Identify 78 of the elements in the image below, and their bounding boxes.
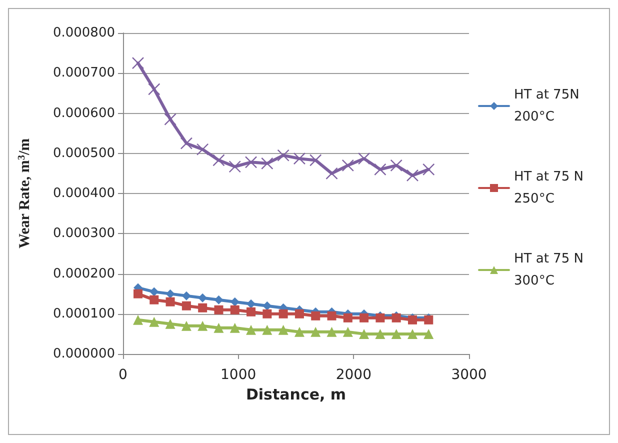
point: [342, 326, 353, 337]
y-tick-label: 0.000700: [52, 66, 115, 81]
point: [198, 293, 208, 302]
point: [230, 305, 240, 314]
point: [262, 301, 272, 310]
point: [278, 309, 288, 318]
point: [246, 307, 256, 316]
x-tick-label: 3000: [451, 367, 487, 383]
y-tick-label: 0.000600: [52, 106, 115, 121]
point: [181, 320, 192, 331]
y-tick-label: 0.000300: [52, 226, 115, 242]
point: [326, 326, 337, 337]
point: [375, 328, 386, 339]
point: [198, 303, 208, 312]
y-tick-label: 0.000100: [52, 306, 115, 322]
point: [391, 328, 402, 339]
point: [214, 295, 224, 304]
point: [262, 309, 272, 318]
legend-label: HT at 75N 200°C: [514, 88, 584, 124]
point: [246, 324, 256, 335]
x-axis-title: Distance, m: [246, 385, 346, 404]
point: [262, 324, 272, 335]
point: [180, 137, 193, 150]
y-tick-label: 0.000000: [52, 346, 115, 362]
point: [164, 113, 176, 126]
x-tick-label: 2000: [336, 367, 372, 383]
point: [165, 318, 176, 329]
point: [342, 159, 354, 172]
point: [326, 167, 338, 180]
point: [390, 159, 402, 172]
point: [230, 297, 240, 306]
point: [310, 326, 321, 337]
point: [166, 297, 175, 306]
point: [278, 324, 288, 335]
legend-label: HT at 75 N 300°C: [514, 252, 588, 288]
point: [244, 156, 258, 168]
point: [327, 311, 336, 320]
point: [150, 295, 159, 304]
point: [407, 328, 418, 339]
y-axis-title: Wear Rate, m3/m: [16, 138, 33, 249]
point: [182, 301, 191, 310]
point: [294, 309, 304, 318]
point: [310, 154, 322, 166]
point: [294, 326, 304, 337]
point: [182, 291, 191, 300]
point: [150, 287, 159, 296]
point: [293, 152, 306, 165]
point: [198, 320, 208, 331]
point: [196, 143, 209, 156]
point: [277, 149, 290, 162]
point: [166, 289, 175, 298]
point: [406, 169, 419, 182]
point: [261, 157, 274, 170]
point: [214, 322, 224, 333]
point: [360, 313, 369, 322]
point: [359, 328, 370, 339]
point: [422, 163, 435, 176]
point: [214, 305, 224, 314]
point: [212, 154, 225, 166]
y-tick-label: 0.000500: [52, 146, 115, 161]
point: [228, 160, 241, 173]
point: [374, 163, 386, 176]
y-tick-label: 0.000200: [52, 266, 115, 282]
point: [148, 83, 160, 96]
point: [358, 152, 370, 165]
x-tick-label: 1000: [220, 367, 256, 383]
y-tick-label: 0.000800: [52, 26, 115, 40]
point: [132, 314, 143, 325]
y-tick-label: 0.000400: [52, 186, 115, 201]
point: [133, 289, 142, 298]
x-tick-label: 0: [118, 367, 128, 383]
point: [424, 328, 434, 339]
point: [132, 56, 144, 70]
point: [343, 313, 352, 322]
point: [311, 311, 320, 320]
point: [149, 316, 160, 327]
legend-label: HT at 75 N 250°C: [514, 170, 588, 206]
point: [230, 322, 240, 333]
